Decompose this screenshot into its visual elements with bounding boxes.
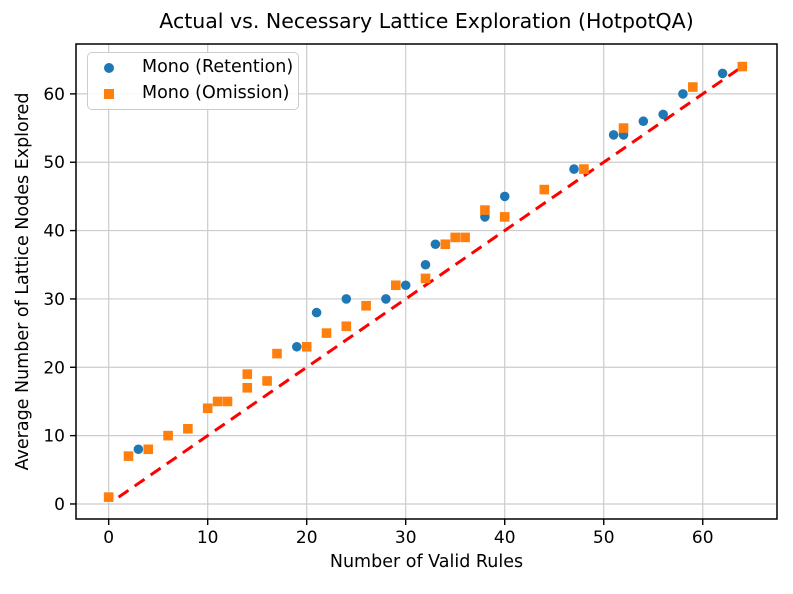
y-tick-label: 0 xyxy=(54,495,65,515)
identity-reference-line xyxy=(117,63,747,499)
y-tick-label: 30 xyxy=(43,290,65,310)
x-tick-label: 0 xyxy=(103,528,114,548)
x-tick-label: 20 xyxy=(296,528,318,548)
retention-data-point xyxy=(133,444,144,455)
omission-data-point xyxy=(183,423,193,434)
omission-data-point xyxy=(242,382,253,393)
legend-item-omission-label: Mono (Omission) xyxy=(142,83,290,104)
omission-data-point xyxy=(420,273,431,284)
omission-data-point xyxy=(212,396,223,407)
x-tick-label: 30 xyxy=(395,528,417,548)
legend-item-retention: Mono (Retention) xyxy=(88,56,298,81)
legend-item-omission: Mono (Omission) xyxy=(88,82,298,107)
omission-data-point xyxy=(321,328,332,338)
omission-data-point xyxy=(361,300,371,311)
omission-data-point xyxy=(450,232,461,243)
chart-title: Actual vs. Necessary Lattice Exploration… xyxy=(159,9,693,33)
omission-data-point xyxy=(499,212,510,222)
y-tick-label: 40 xyxy=(43,222,65,242)
legend-item-retention-label: Mono (Retention) xyxy=(142,57,294,78)
retention-data-point xyxy=(341,294,352,304)
omission-data-point xyxy=(341,321,352,332)
omission-data-point xyxy=(272,348,282,359)
retention-data-point xyxy=(381,294,391,304)
y-tick-label: 20 xyxy=(43,358,65,378)
omission-data-point xyxy=(391,280,401,291)
retention-data-point xyxy=(678,89,688,99)
omission-data-point xyxy=(460,232,470,243)
omission-data-point xyxy=(688,82,698,92)
retention-data-point xyxy=(291,341,302,352)
x-tick-label: 10 xyxy=(197,528,219,548)
retention-data-point xyxy=(420,259,431,270)
omission-data-point xyxy=(737,61,748,72)
retention-data-point xyxy=(569,164,579,174)
omission-data-point xyxy=(123,451,134,461)
omission-data-point xyxy=(301,341,312,352)
omission-data-point xyxy=(579,164,589,174)
x-tick-label: 60 xyxy=(692,528,714,548)
y-tick-label: 50 xyxy=(43,153,65,173)
omission-data-point xyxy=(202,403,213,414)
retention-circle-marker-icon xyxy=(104,63,114,73)
omission-data-point xyxy=(242,369,253,379)
omission-data-point xyxy=(103,492,114,502)
legend: Mono (Retention) Mono (Omission) xyxy=(87,52,299,110)
omission-data-point xyxy=(262,376,272,386)
omission-data-point xyxy=(143,444,154,455)
plot-border xyxy=(75,43,778,520)
x-tick-label: 50 xyxy=(593,528,615,548)
retention-data-point xyxy=(638,116,649,127)
omission-data-point xyxy=(440,239,451,250)
retention-data-point xyxy=(608,130,619,140)
omission-data-point xyxy=(163,430,173,441)
omission-data-point xyxy=(618,123,629,133)
omission-data-point xyxy=(539,184,550,195)
omission-data-point xyxy=(222,396,233,407)
retention-data-point xyxy=(499,191,510,202)
chart-layer: 0 10 20 30 40 50 60 0 10 20 30 40 50 60 xyxy=(43,43,778,548)
omission-square-marker-icon xyxy=(104,89,114,99)
retention-data-point xyxy=(717,68,728,79)
retention-data-point xyxy=(311,307,322,318)
retention-data-point xyxy=(658,109,668,120)
omission-data-point xyxy=(480,205,490,215)
x-tick-label: 40 xyxy=(494,528,516,548)
retention-data-point xyxy=(400,280,411,291)
retention-data-point xyxy=(430,239,441,250)
y-tick-label: 60 xyxy=(43,85,65,105)
y-tick-label: 10 xyxy=(43,427,65,447)
x-axis-label: Number of Valid Rules xyxy=(330,552,523,572)
y-axis-label: Average Number of Lattice Nodes Explored xyxy=(13,93,33,471)
